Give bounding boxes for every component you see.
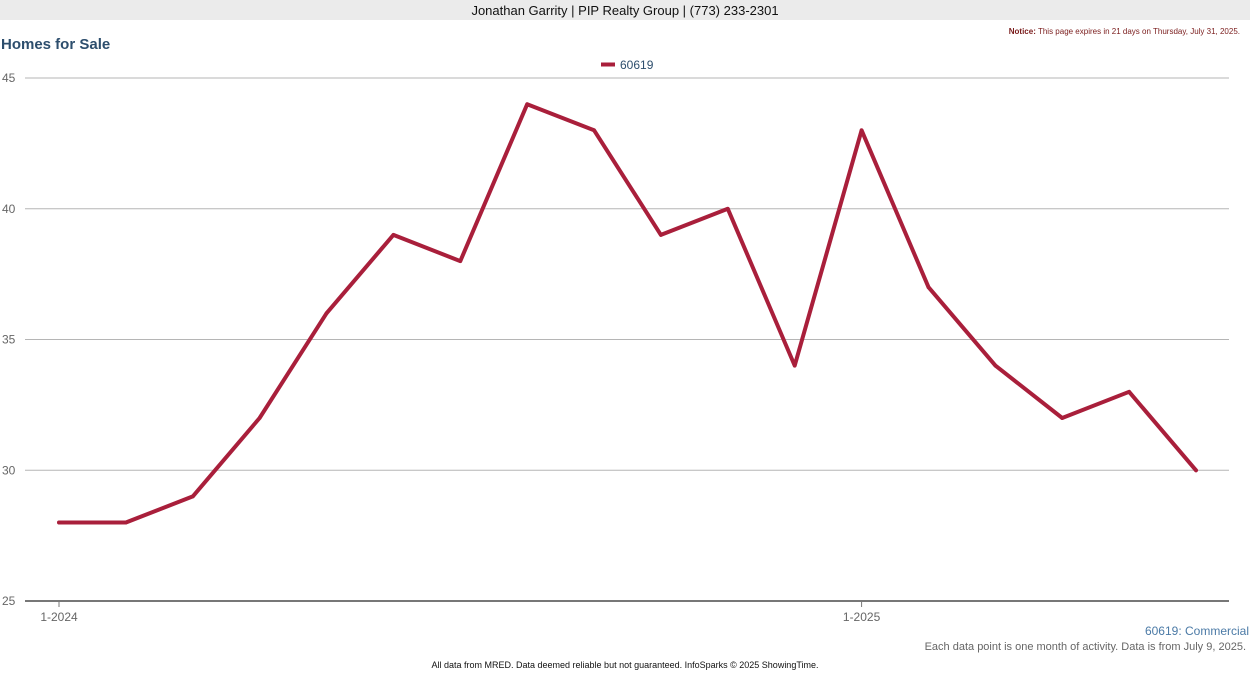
data-point — [391, 233, 396, 237]
chart-gridlines — [25, 77, 1229, 471]
data-point — [458, 259, 463, 263]
data-point — [993, 363, 998, 368]
data-point — [726, 206, 730, 211]
page-title: Homes for Sale — [1, 36, 111, 53]
y-axis-ticks: 25 30 35 40 45 — [2, 71, 16, 608]
data-point — [659, 233, 663, 237]
notice-label: Notice: — [1008, 27, 1036, 36]
y-tick-label: 30 — [2, 463, 16, 477]
data-point — [190, 494, 195, 499]
data-point — [257, 416, 262, 420]
data-point — [124, 520, 128, 525]
series-caption: 60619: Commercial — [1144, 624, 1249, 638]
chart-series — [57, 102, 1198, 525]
agent-contact-line: Jonathan Garrity | PIP Realty Group | (7… — [471, 3, 779, 18]
legend-label: 60619 — [620, 58, 654, 72]
x-axis-ticks: 1-2024 1-2025 — [40, 601, 881, 624]
data-point — [792, 363, 797, 368]
data-point — [592, 128, 596, 133]
data-point — [57, 520, 61, 525]
series-line — [57, 102, 1198, 525]
data-point — [859, 128, 864, 133]
data-point — [926, 285, 931, 290]
x-tick-label: 1-2024 — [40, 610, 78, 624]
chart-legend: 60619 — [601, 58, 654, 72]
data-source-footer: All data from MRED. Data deemed reliable… — [431, 660, 819, 670]
y-tick-label: 45 — [2, 71, 16, 85]
expiration-notice: Notice: This page expires in 21 days on … — [1009, 27, 1240, 36]
data-point — [324, 311, 329, 316]
y-tick-label: 35 — [2, 333, 16, 347]
data-point — [1194, 468, 1198, 473]
data-point — [1060, 416, 1065, 420]
y-tick-label: 25 — [2, 594, 16, 608]
data-footnote: Each data point is one month of activity… — [924, 641, 1246, 653]
y-tick-label: 40 — [2, 202, 16, 216]
notice-text: This page expires in 21 days on Thursday… — [1037, 27, 1240, 36]
data-point — [525, 102, 529, 106]
data-point — [1127, 390, 1131, 394]
x-tick-label: 1-2025 — [843, 610, 881, 624]
header-bar: Jonathan Garrity | PIP Realty Group | (7… — [0, 0, 1250, 20]
